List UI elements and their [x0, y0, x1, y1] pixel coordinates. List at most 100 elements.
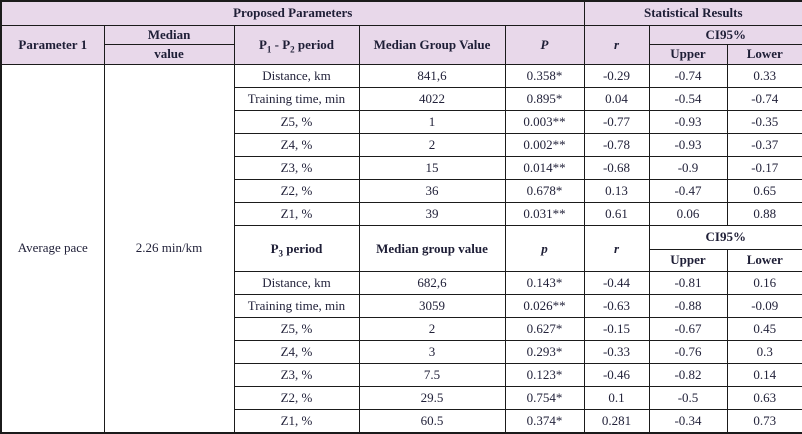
period-label-cell: Z1, %	[233, 202, 360, 227]
header-p1-subscript: 1	[266, 44, 272, 55]
median-group-cell: 4022	[358, 86, 506, 111]
header-p1-p2-dash: - P	[271, 36, 291, 52]
period-label-cell: Training time, min	[233, 293, 360, 318]
ci-lower-cell: 0.16	[726, 270, 802, 295]
ci-upper-cell: -0.54	[648, 86, 728, 111]
table-row: Z2, % 29.5 0.754* 0.1 -0.5 0.63	[1, 386, 802, 411]
header-ci95: CI95%	[648, 24, 802, 45]
ci-upper-cell: -0.34	[648, 409, 728, 434]
midheader-ci95: CI95%	[648, 225, 802, 250]
header-p1-p2-text: P	[258, 36, 267, 52]
parameter-name-cell: Average pace	[0, 63, 105, 434]
period-label-cell: Z2, %	[233, 179, 360, 204]
median-group-cell: 60.5	[358, 409, 506, 434]
header-statistical-results: Statistical Results	[583, 0, 802, 26]
ci-upper-cell: -0.9	[648, 156, 728, 181]
median-group-cell: 3	[358, 339, 506, 364]
ci-lower-cell: 0.73	[726, 409, 802, 434]
ci-upper-cell: -0.88	[648, 293, 728, 318]
r-value-cell: -0.46	[583, 362, 650, 388]
header-median: Median	[103, 24, 235, 45]
period-label-cell: Distance, km	[233, 63, 360, 88]
table-row: Z5, % 2 0.627* -0.15 -0.67 0.45	[1, 316, 802, 341]
table-row: Z3, % 15 0.014** -0.68 -0.9 -0.17	[1, 156, 802, 181]
median-group-cell: 36	[358, 179, 506, 204]
p-value-cell: 0.627*	[504, 316, 585, 341]
parameter-median-cell: 2.26 min/km	[103, 63, 235, 434]
ci-upper-cell: -0.82	[648, 362, 728, 388]
p-value-cell: 0.754*	[504, 386, 585, 411]
table-row: P3 period Median group value p r CI95%	[1, 225, 802, 272]
p-value-cell: 0.293*	[504, 339, 585, 364]
table-row: Z1, % 60.5 0.374* 0.281 -0.34 0.73	[1, 409, 802, 434]
r-value-cell: 0.61	[583, 202, 650, 227]
r-value-cell: -0.68	[583, 156, 650, 181]
period-label-cell: Z3, %	[233, 362, 360, 388]
header-median-value-line2: value	[103, 43, 235, 65]
ci-upper-cell: -0.67	[648, 316, 728, 341]
header-parameter-1: Parameter 1	[0, 24, 105, 65]
ci-lower-cell: 0.45	[726, 316, 802, 341]
ci-lower-cell: -0.17	[726, 156, 802, 181]
r-value-cell: 0.04	[583, 86, 650, 111]
header-p2-subscript: 2	[290, 44, 295, 55]
header-period-word: period	[294, 36, 335, 52]
period-label-cell: Z3, %	[233, 156, 360, 181]
r-value-cell: -0.29	[583, 63, 650, 88]
r-value-cell: -0.78	[583, 133, 650, 158]
ci-upper-cell: -0.81	[648, 270, 728, 295]
r-value-cell: 0.1	[583, 386, 650, 411]
ci-lower-cell: 0.3	[726, 339, 802, 364]
ci-lower-cell: -0.74	[726, 86, 802, 111]
midheader-ci-lower: Lower	[726, 248, 802, 272]
midheader-p3-text: P	[270, 240, 279, 256]
p-value-cell: 0.002**	[504, 133, 585, 158]
period-label-cell: Z4, %	[233, 339, 360, 364]
p-value-cell: 0.031**	[504, 202, 585, 227]
median-group-cell: 1	[358, 109, 506, 135]
ci-upper-cell: -0.93	[648, 133, 728, 158]
p-value-cell: 0.026**	[504, 293, 585, 318]
p-value-cell: 0.374*	[504, 409, 585, 434]
period-label-cell: Z2, %	[233, 386, 360, 411]
period-label-cell: Training time, min	[233, 86, 360, 111]
table-row: Training time, min 4022 0.895* 0.04 -0.5…	[1, 86, 802, 111]
p-value-cell: 0.143*	[504, 270, 585, 295]
ci-upper-cell: -0.76	[648, 339, 728, 364]
r-value-cell: -0.15	[583, 316, 650, 341]
ci-upper-cell: -0.5	[648, 386, 728, 411]
table-row: Z4, % 3 0.293* -0.33 -0.76 0.3	[1, 339, 802, 364]
median-group-cell: 7.5	[358, 362, 506, 388]
midheader-ci-upper: Upper	[648, 248, 728, 272]
p-value-cell: 0.895*	[504, 86, 585, 111]
median-group-cell: 39	[358, 202, 506, 227]
table-row: Training time, min 3059 0.026** -0.63 -0…	[1, 293, 802, 318]
p-value-cell: 0.003**	[504, 109, 585, 135]
r-value-cell: -0.77	[583, 109, 650, 135]
r-value-cell: -0.63	[583, 293, 650, 318]
ci-upper-cell: -0.93	[648, 109, 728, 135]
header-p-value: P	[504, 24, 585, 65]
ci-upper-cell: -0.47	[648, 179, 728, 204]
median-group-cell: 682,6	[358, 270, 506, 295]
period-label-cell: Z5, %	[233, 316, 360, 341]
midheader-r-value: r	[583, 225, 650, 272]
ci-lower-cell: -0.37	[726, 133, 802, 158]
header-p1-p2-period: P1 - P2 period	[233, 24, 360, 65]
midheader-period-word: period	[283, 240, 323, 256]
r-value-cell: -0.33	[583, 339, 650, 364]
r-value-cell: 0.13	[583, 179, 650, 204]
table-row: Z4, % 2 0.002** -0.78 -0.93 -0.37	[1, 133, 802, 158]
table-row: Upper Lower	[1, 248, 802, 272]
period-label-cell: Z1, %	[233, 409, 360, 434]
midheader-p-value: p	[504, 225, 585, 272]
median-group-cell: 2	[358, 316, 506, 341]
ci-lower-cell: 0.14	[726, 362, 802, 388]
header-r-value: r	[583, 24, 650, 65]
median-group-cell: 2	[358, 133, 506, 158]
p-value-cell: 0.123*	[504, 362, 585, 388]
ci-lower-cell: 0.33	[726, 63, 802, 88]
midheader-median-group-value: Median group value	[358, 225, 506, 272]
table-row: Average pace 2.26 min/km Distance, km 84…	[0, 63, 802, 434]
